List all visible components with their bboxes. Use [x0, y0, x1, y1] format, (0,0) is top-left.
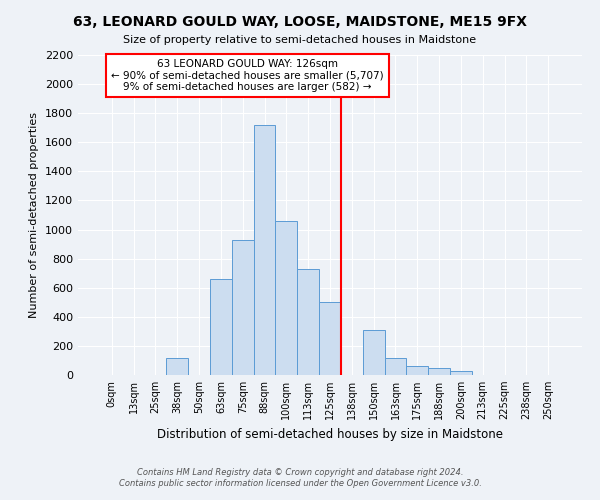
Text: 63 LEONARD GOULD WAY: 126sqm
← 90% of semi-detached houses are smaller (5,707)
9: 63 LEONARD GOULD WAY: 126sqm ← 90% of se…: [111, 59, 383, 92]
Text: 63, LEONARD GOULD WAY, LOOSE, MAIDSTONE, ME15 9FX: 63, LEONARD GOULD WAY, LOOSE, MAIDSTONE,…: [73, 15, 527, 29]
Bar: [275, 221, 297, 375]
Bar: [254, 125, 275, 375]
Bar: [166, 358, 188, 375]
Bar: [428, 368, 450, 375]
Bar: [363, 330, 385, 375]
Bar: [232, 240, 254, 375]
Y-axis label: Number of semi-detached properties: Number of semi-detached properties: [29, 112, 40, 318]
Bar: [210, 279, 232, 375]
Bar: [319, 302, 341, 375]
Bar: [297, 269, 319, 375]
Bar: [385, 358, 406, 375]
Bar: [450, 370, 472, 375]
Bar: [406, 366, 428, 375]
Text: Contains HM Land Registry data © Crown copyright and database right 2024.
Contai: Contains HM Land Registry data © Crown c…: [119, 468, 481, 487]
X-axis label: Distribution of semi-detached houses by size in Maidstone: Distribution of semi-detached houses by …: [157, 428, 503, 440]
Text: Size of property relative to semi-detached houses in Maidstone: Size of property relative to semi-detach…: [124, 35, 476, 45]
